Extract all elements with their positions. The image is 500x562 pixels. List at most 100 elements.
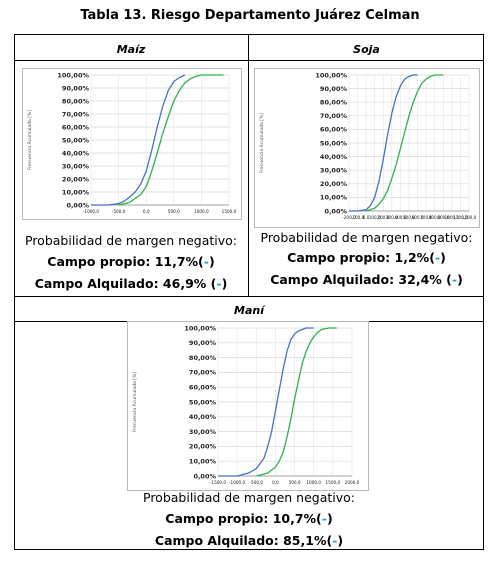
mani-y-axis-label: Frecuencia Acumulada [%] <box>132 372 138 432</box>
mani-xtick-label: -1500,0 <box>210 480 226 485</box>
table-title: Tabla 13. Riesgo Departamento Juárez Cel… <box>80 8 420 23</box>
soja-xtick-label: 1100,0 <box>453 215 468 220</box>
header-soja: Soja <box>353 43 380 56</box>
soja-campo-propio: Campo propio: 1,2%(-) <box>249 250 484 265</box>
mani-ytick-label: 100,00% <box>184 324 216 332</box>
header-maiz: Maíz <box>116 43 146 56</box>
soja-ytick-label: 60,00% <box>320 126 348 134</box>
row-divider <box>14 296 484 297</box>
mani-ytick-label: 50,00% <box>189 398 217 406</box>
maiz-xtick-label: 0,0 <box>143 209 150 214</box>
soja-xtick-label: 100,0 <box>369 215 381 220</box>
soja-xtick-label: 300,0 <box>386 215 398 220</box>
soja-alquilado-close: ) <box>457 272 463 287</box>
mani-ytick-label: 30,00% <box>189 428 217 436</box>
maiz-series-line-0 <box>91 74 186 206</box>
maiz-campo-propio: Campo propio: 11,7%(-) <box>14 254 248 269</box>
maiz-propio-text: Campo propio: 11,7%( <box>47 254 204 269</box>
soja-xtick-label: -100,0 <box>351 215 365 220</box>
soja-ytick-label: 30,00% <box>320 167 348 175</box>
maiz-xtick-label: 1000,0 <box>194 209 209 214</box>
maiz-propio-close: ) <box>208 254 215 269</box>
soja-xtick-label: 400,0 <box>394 215 406 220</box>
mani-propio-close: ) <box>326 511 333 526</box>
mani-ytick-label: 90,00% <box>189 339 217 347</box>
mani-alquilado-close: ) <box>337 533 344 548</box>
maiz-chart-svg: 0,00% 10,00% 20,00% 30,00% 40,00% 50,00% 60,00… <box>27 71 237 214</box>
maiz-ytick-label: 10,00% <box>62 188 90 196</box>
mani-ytick-label: 70,00% <box>189 369 217 377</box>
maiz-xtick-label: 500,0 <box>168 209 180 214</box>
maiz-series-line-1 <box>118 74 224 206</box>
maiz-alquilado-dash: - <box>216 276 222 291</box>
soja-propio-close: ) <box>440 250 446 265</box>
mani-xtick-label: 2000,0 <box>345 480 360 485</box>
mani-series-line-1 <box>256 327 337 477</box>
maiz-ytick-label: 30,00% <box>62 162 90 170</box>
soja-ytick-label: 10,00% <box>320 194 348 202</box>
soja-campo-alquilado: Campo Alquilado: 32,4% (-) <box>249 272 484 287</box>
maiz-prob-label: Probabilidad de margen negativo: <box>25 233 237 248</box>
soja-ytick-label: 100,00% <box>315 71 347 79</box>
maiz-ytick-label: 50,00% <box>62 136 90 144</box>
soja-ytick-label: 40,00% <box>320 153 348 161</box>
maiz-propio-dash: - <box>203 254 209 269</box>
mani-alquilado-dash: - <box>332 533 338 548</box>
maiz-xtick-label: 1500,0 <box>222 209 237 214</box>
mani-xtick-label: 500,0 <box>289 480 301 485</box>
maiz-xtick-label: -500,0 <box>112 209 126 214</box>
mani-propio-text: Campo propio: 10,7%( <box>165 511 322 526</box>
mani-series-line-0 <box>218 327 314 477</box>
maiz-ytick-label: 90,00% <box>62 84 90 92</box>
chart-soja: 0,00% 10,00% 20,00% 30,00% 40,00% 50,00% 60,00… <box>254 68 480 228</box>
mani-campo-alquilado: Campo Alquilado: 85,1%(-) <box>14 533 484 548</box>
mani-ytick-label: 20,00% <box>189 443 217 451</box>
mani-xtick-label: -1000,0 <box>229 480 245 485</box>
maiz-ytick-label: 0,00% <box>66 201 89 209</box>
maiz-y-axis-label: Frecuencia Acumulada [%] <box>27 110 33 170</box>
maiz-alquilado-text: Campo Alquilado: 46,9% ( <box>34 276 217 291</box>
soja-propio-text: Campo propio: 1,2%( <box>287 250 435 265</box>
soja-alquilado-text: Campo Alquilado: 32,4% ( <box>270 272 452 287</box>
maiz-ytick-label: 20,00% <box>62 175 90 183</box>
soja-xtick-label: 500,0 <box>403 215 415 220</box>
maiz-ytick-label: 80,00% <box>62 97 90 105</box>
maiz-ytick-label: 40,00% <box>62 149 90 157</box>
maiz-alquilado-close: ) <box>221 276 228 291</box>
soja-xtick-label: 800,0 <box>429 215 441 220</box>
soja-ytick-label: 50,00% <box>320 139 348 147</box>
column-divider <box>248 34 250 296</box>
soja-series-line-1 <box>365 74 444 212</box>
mani-ytick-label: 60,00% <box>189 384 217 392</box>
header-mani: Maní <box>234 304 264 317</box>
mani-alquilado-text: Campo Alquilado: 85,1%( <box>154 533 333 548</box>
soja-series-line-0 <box>349 74 418 212</box>
chart-maiz: 0,00% 10,00% 20,00% 30,00% 40,00% 50,00% 60,00… <box>22 68 242 220</box>
soja-xtick-label: 200,0 <box>377 215 389 220</box>
mani-ytick-label: 80,00% <box>189 354 217 362</box>
soja-xtick-label: 0,0 <box>363 215 370 220</box>
mani-chart-svg: 0,00% 10,00% 20,00% 30,00% 40,00% 50,00% 60,00… <box>132 324 360 485</box>
mani-ytick-label: 10,00% <box>189 458 217 466</box>
mani-xtick-label: -500,0 <box>250 480 264 485</box>
soja-ytick-label: 90,00% <box>320 85 348 93</box>
soja-alquilado-dash: - <box>451 272 458 287</box>
soja-ytick-label: 80,00% <box>320 99 348 107</box>
maiz-ytick-label: 100,00% <box>57 71 89 79</box>
soja-xtick-label: -200,0 <box>342 215 356 220</box>
mani-xtick-label: 1500,0 <box>326 480 341 485</box>
maiz-ytick-label: 70,00% <box>62 110 90 118</box>
soja-ytick-label: 20,00% <box>320 180 348 188</box>
soja-xtick-label: 600,0 <box>412 215 424 220</box>
mani-xtick-label: 0,0 <box>272 480 279 485</box>
mani-ytick-label: 0,00% <box>193 472 216 480</box>
soja-chart-svg: 0,00% 10,00% 20,00% 30,00% 40,00% 50,00% 60,00… <box>259 71 477 220</box>
mani-propio-dash: - <box>321 511 327 526</box>
mani-prob-label: Probabilidad de margen negativo: <box>143 490 355 505</box>
soja-prob-label: Probabilidad de margen negativo: <box>260 230 473 245</box>
soja-xtick-label: 700,0 <box>420 215 432 220</box>
soja-xtick-label: 900,0 <box>437 215 449 220</box>
mani-campo-propio: Campo propio: 10,7%(-) <box>14 511 484 526</box>
chart-mani: 0,00% 10,00% 20,00% 30,00% 40,00% 50,00% 60,00… <box>127 321 369 491</box>
mani-xtick-label: 1000,0 <box>306 480 321 485</box>
